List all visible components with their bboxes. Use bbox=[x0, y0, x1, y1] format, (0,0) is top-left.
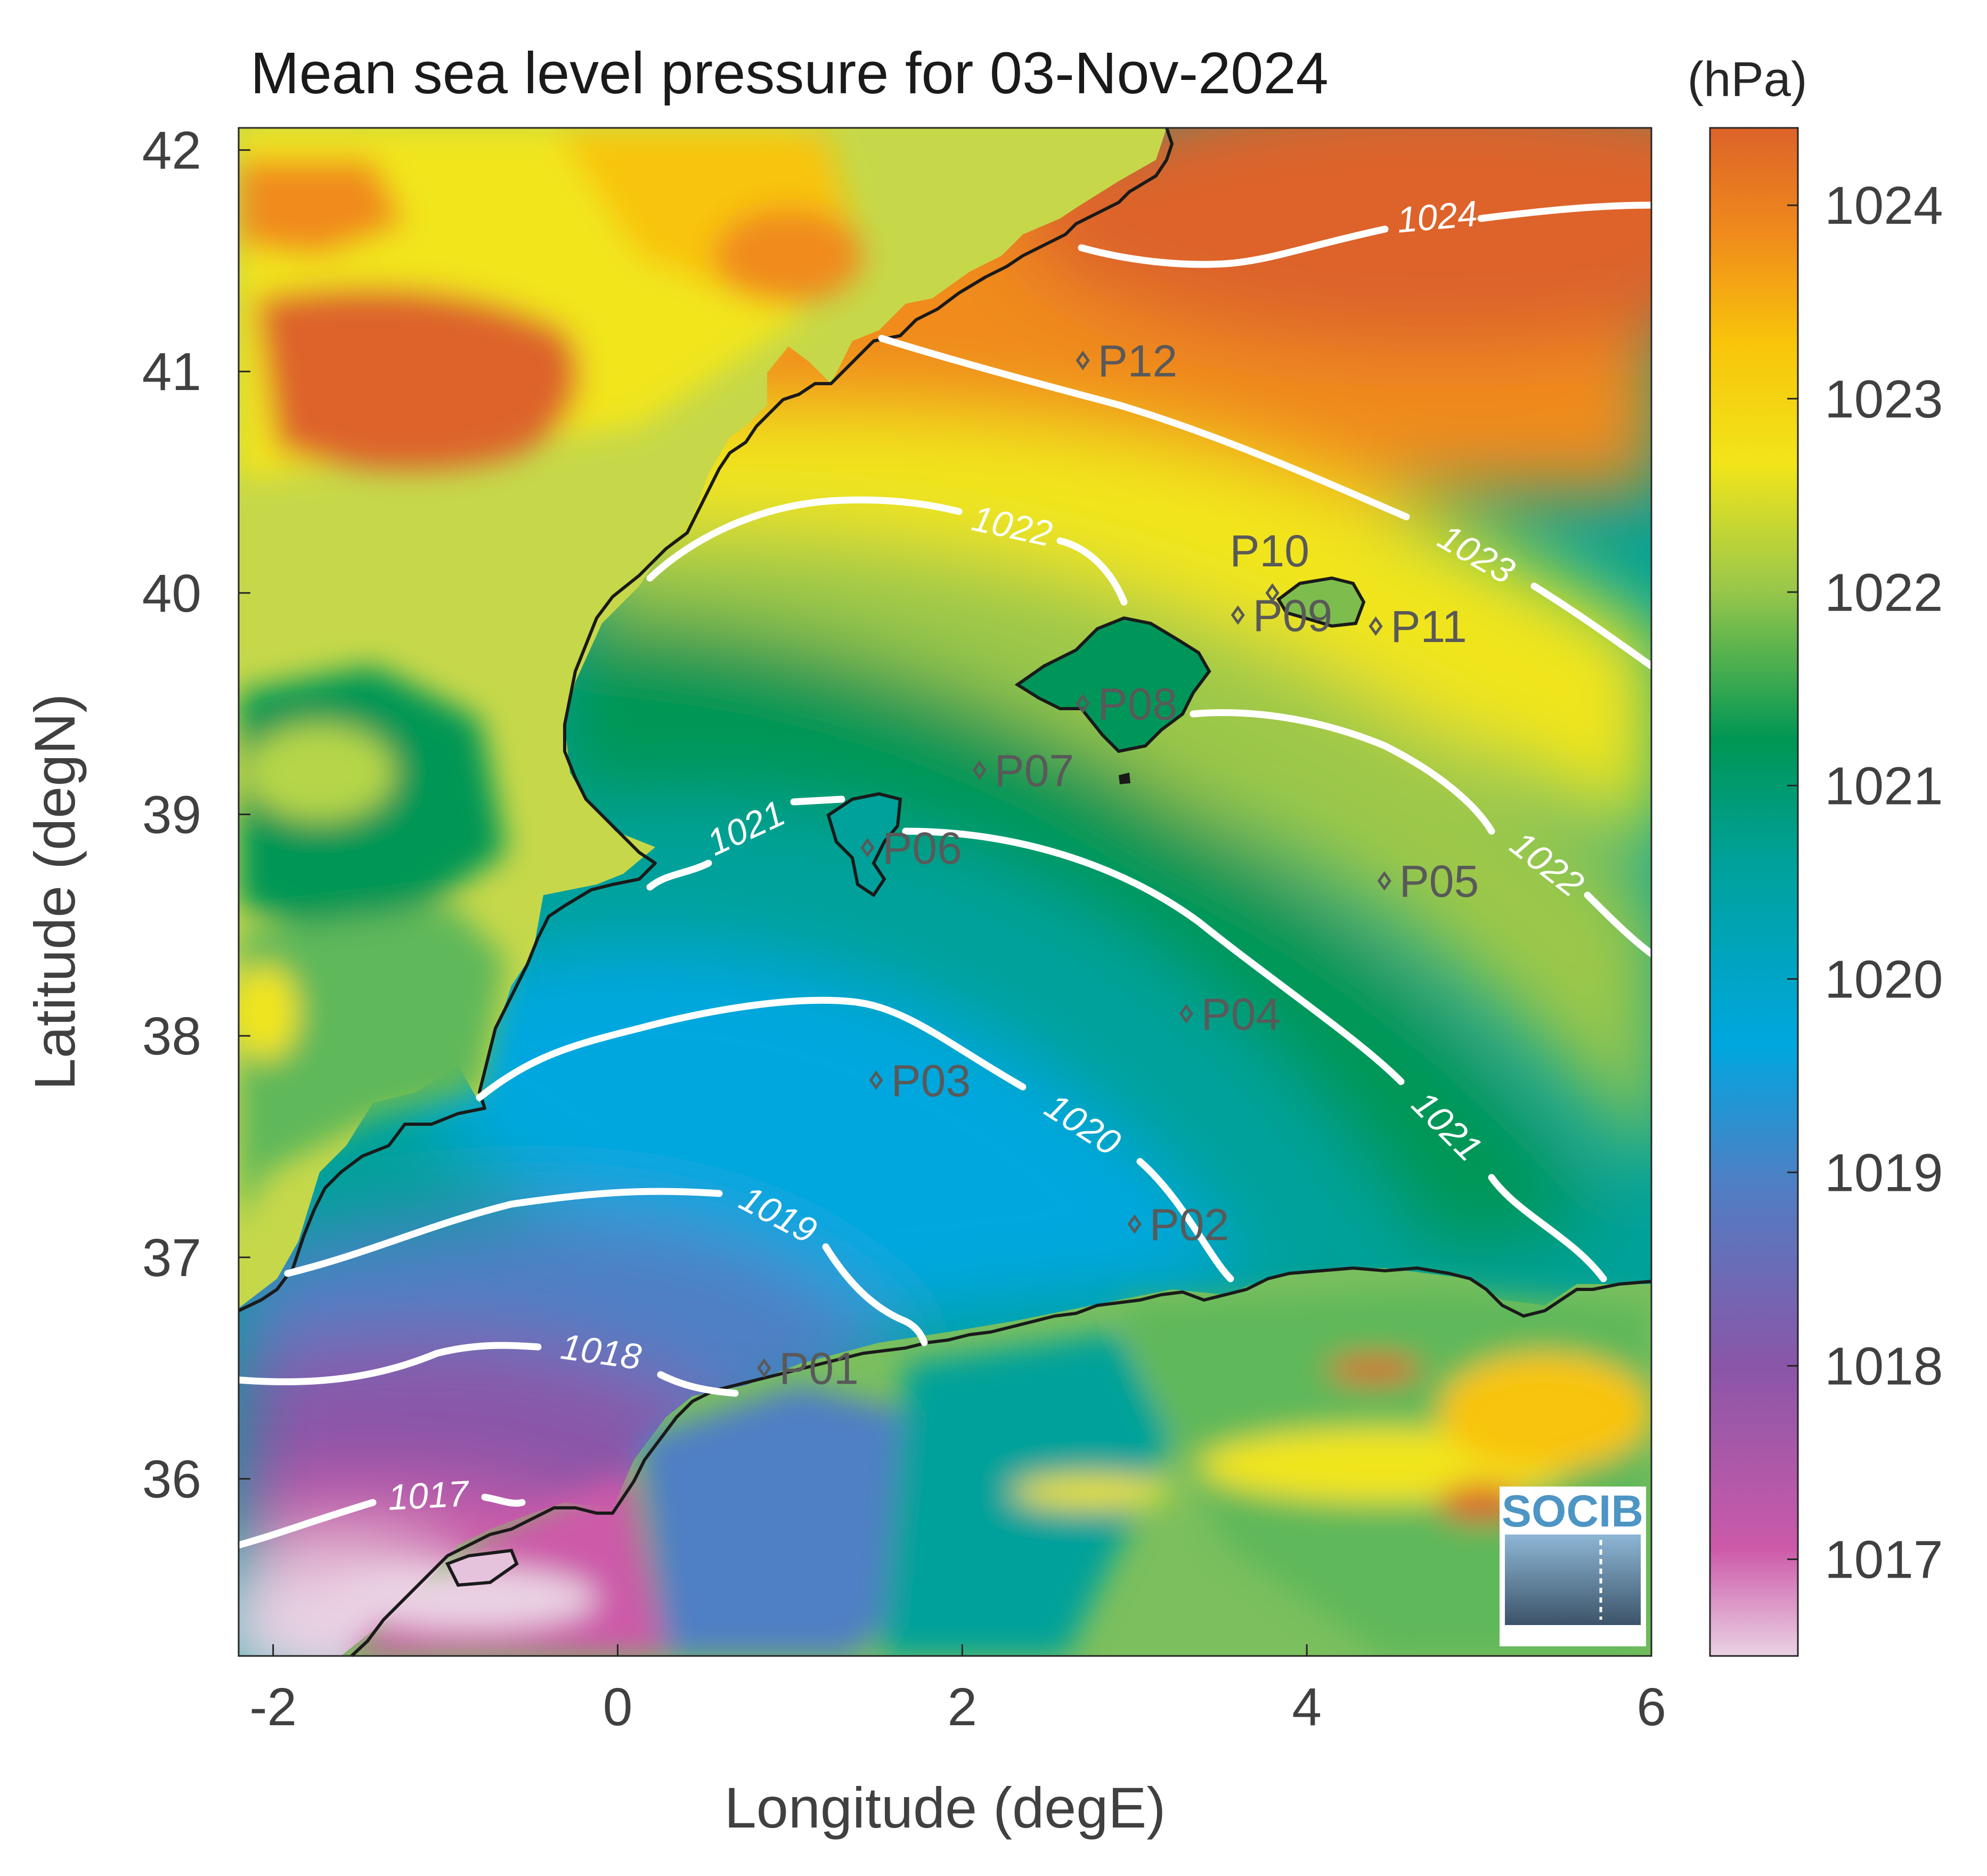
station-marker bbox=[869, 1070, 883, 1090]
y-axis: 36 37 38 39 40 41 42 bbox=[142, 121, 250, 1509]
colorbar-tick-label: 1021 bbox=[1825, 756, 1943, 816]
contour-1018 bbox=[235, 1342, 739, 1397]
contour-1021-east bbox=[902, 827, 1607, 1282]
x-tick-label: 0 bbox=[603, 1677, 633, 1737]
station-label: P12 bbox=[1098, 336, 1177, 386]
y-tick-label: 36 bbox=[142, 1449, 201, 1509]
station-label: P04 bbox=[1201, 989, 1281, 1039]
station-label: P01 bbox=[779, 1344, 858, 1394]
station-marker bbox=[1369, 616, 1383, 636]
station-marker bbox=[1377, 871, 1391, 891]
station-marker bbox=[1127, 1214, 1142, 1234]
y-tick-label: 37 bbox=[142, 1228, 201, 1288]
x-tick-label: -2 bbox=[249, 1677, 297, 1737]
station-label: P05 bbox=[1399, 856, 1479, 906]
colorbar-tick-label: 1020 bbox=[1825, 949, 1943, 1009]
station-marker bbox=[1265, 583, 1280, 603]
contour-1021-west bbox=[646, 795, 845, 891]
y-axis-label: Latitude (degN) bbox=[22, 694, 87, 1090]
contour-1022-south bbox=[1190, 709, 1655, 957]
chart-title: Mean sea level pressure for 03-Nov-2024 bbox=[250, 40, 1329, 106]
colorbar-gradient bbox=[1709, 127, 1799, 1657]
coastlines bbox=[238, 127, 1652, 1658]
station-marker bbox=[757, 1358, 771, 1378]
x-tick-label: 4 bbox=[1292, 1677, 1322, 1737]
y-tick-label: 39 bbox=[142, 785, 201, 845]
socib-logo-text: SOCIB bbox=[1502, 1486, 1643, 1536]
station-marker bbox=[1179, 1004, 1193, 1024]
station-marker bbox=[1076, 694, 1090, 714]
x-axis-label: Longitude (degE) bbox=[724, 1775, 1166, 1840]
y-tick-label: 38 bbox=[142, 1006, 201, 1066]
colorbar-ticks: 1024 1023 1022 1021 1020 1019 1018 1017 bbox=[1787, 176, 1943, 1589]
y-tick-label: 41 bbox=[142, 342, 201, 402]
contour-1024 bbox=[1078, 201, 1655, 268]
x-tick-label: 2 bbox=[948, 1677, 978, 1737]
colorbar-tick-label: 1022 bbox=[1825, 563, 1943, 622]
colorbar-unit: (hPa) bbox=[1688, 52, 1807, 107]
colorbar-tick-label: 1018 bbox=[1825, 1336, 1943, 1396]
contour-label-1017: 1017 bbox=[387, 1473, 470, 1518]
colorbar-tick-label: 1023 bbox=[1825, 369, 1943, 429]
contour-1017 bbox=[235, 1493, 526, 1549]
colorbar: (hPa) 1024 1023 1022 1021 1020 1019 1018 1017 bbox=[1688, 52, 1943, 1657]
station-label: P09 bbox=[1253, 590, 1332, 640]
contour-label-1024: 1024 bbox=[1395, 193, 1479, 241]
colorbar-tick-label: 1024 bbox=[1825, 176, 1943, 235]
colorbar-tick-label: 1019 bbox=[1825, 1143, 1943, 1203]
station-label: P11 bbox=[1391, 602, 1467, 652]
y-tick-label: 40 bbox=[142, 564, 201, 623]
y-tick-label: 42 bbox=[142, 121, 201, 181]
station-label: P10 bbox=[1229, 526, 1309, 576]
socib-logo: SOCIB bbox=[1500, 1486, 1646, 1646]
contour-1023 bbox=[878, 335, 1655, 670]
station-label: P03 bbox=[891, 1055, 971, 1106]
colorbar-tick-label: 1017 bbox=[1825, 1530, 1943, 1589]
x-axis: -2 0 2 4 6 bbox=[249, 1644, 1666, 1737]
plot-frame bbox=[238, 127, 1652, 1657]
contour-1020 bbox=[476, 996, 1234, 1282]
station-marker bbox=[1076, 351, 1090, 370]
contour-1022-north bbox=[646, 496, 1128, 606]
station-markers: P01 P02 P03 P04 P05 P06 P07 P08 P09 P10 P11 P12 bbox=[757, 336, 1479, 1394]
contour-1019 bbox=[284, 1188, 928, 1346]
x-tick-label: 6 bbox=[1636, 1677, 1666, 1737]
station-marker bbox=[1231, 605, 1245, 625]
land-terrain bbox=[239, 128, 1651, 1656]
station-label: P08 bbox=[1098, 679, 1177, 729]
station-label: P07 bbox=[995, 745, 1074, 795]
station-marker bbox=[972, 760, 987, 780]
map-plot-area: 1024 1023 1022 1022 1021 1021 1020 1019 … bbox=[235, 127, 1655, 1658]
station-label: P06 bbox=[882, 823, 962, 873]
pressure-contours bbox=[235, 201, 1655, 1549]
station-marker bbox=[860, 838, 875, 858]
station-label: P02 bbox=[1150, 1199, 1229, 1249]
